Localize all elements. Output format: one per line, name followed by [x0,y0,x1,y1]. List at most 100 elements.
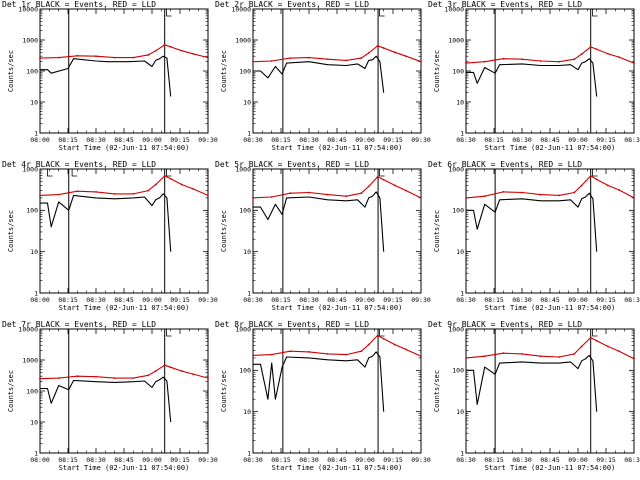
lld-data-point [180,183,183,186]
y-tick-label: 100 [26,387,38,395]
lld-data-point [589,45,592,48]
x-axis-label: Start Time (02-Jun-11 07:54:00) [272,304,403,312]
y-tick-label: 100 [26,67,38,75]
chart-panel-7: Det 7r BLACK = Events, RED = LLD 1 10 100 10… [0,320,218,480]
y-tick-label: 1 [460,289,464,297]
y-tick-label: 1000 [22,356,38,364]
x-tick-label: 09:15 [383,136,403,144]
lld-data-point [618,350,620,353]
chart-panel-8: Det 8r BLACK = Events, RED = LLD 1 10 100 10… [213,320,431,480]
lld-data-point [95,190,97,193]
chart-svg: Det 5r BLACK = Events, RED = LLD 1 10 100 10… [215,160,431,312]
x-tick-label: 08:00 [30,296,50,304]
chart-svg: Det 3r BLACK = Events, RED = LLD 1 10 100 10… [428,0,640,152]
x-tick-label: 08:30 [624,296,640,304]
lld-data-point [558,194,561,197]
lld-data-point [163,43,166,46]
lld-data-point [207,194,209,197]
lld-data-point [163,175,166,177]
x-axis-label: Start Time (02-Jun-11 07:54:00) [59,144,190,152]
flag-marker [71,169,78,177]
x-tick-label: 08:45 [114,456,134,464]
lld-series-line [465,175,635,199]
chart-title: Det 5r BLACK = Events, RED = LLD [215,160,369,169]
lld-data-point [95,375,97,378]
lld-series-line [252,176,422,199]
lld-data-point [289,57,292,60]
lld-data-point [76,375,79,378]
lld-data-point [289,192,292,195]
lld-data-point [270,353,273,356]
y-tick-label: 1 [34,129,38,137]
x-axis-label: Start Time (02-Jun-11 07:54:00) [485,464,616,472]
lld-data-point [147,54,150,56]
events-series-line [466,58,598,97]
x-tick-label: 08:30 [456,136,476,144]
y-tick-label: 10 [243,98,251,106]
lld-data-point [376,44,379,47]
x-tick-label: 08:30 [86,136,106,144]
x-tick-label: 08:45 [540,296,560,304]
lld-data-point [308,191,310,194]
lld-data-point [465,196,467,199]
lld-series-line [252,45,422,63]
x-tick-label: 08:30 [299,296,319,304]
lld-data-point [483,355,486,358]
lld-data-point [420,60,422,63]
chart-title: Det 1r BLACK = Events, RED = LLD [2,0,156,9]
plot-frame [39,8,209,134]
lld-data-point [618,189,620,191]
lld-data-point [360,192,363,195]
lld-series-line [465,337,635,360]
x-tick-label: 09:15 [383,456,403,464]
y-tick-label: 10 [456,98,464,106]
lld-data-point [521,191,523,194]
lld-data-point [169,177,172,180]
lld-series-line [39,175,209,196]
lld-data-point [573,58,576,61]
lld-data-point [483,60,486,63]
lld-data-point [539,60,542,62]
chart-title: Det 7r BLACK = Events, RED = LLD [2,320,156,329]
lld-data-point [360,350,363,353]
chart-title: Det 8r BLACK = Events, RED = LLD [215,320,369,329]
x-tick-label: 08:45 [114,136,134,144]
lld-data-point [132,56,135,59]
x-tick-label: 08:00 [30,136,50,144]
events-series-line [466,192,598,252]
lld-data-point [606,345,609,348]
x-tick-label: 08:15 [58,456,78,464]
lld-data-point [589,336,592,339]
y-tick-label: 10000 [18,5,38,13]
lld-data-point [57,377,60,380]
lld-data-point [393,51,396,54]
y-axis-label: Counts/sec [7,370,15,412]
chart-panel-4: Det 4r BLACK = Events, RED = LLD 1 10 100 10… [0,160,218,320]
lld-data-point [360,57,363,60]
y-tick-label: 1000 [235,36,251,44]
x-tick-label: 09:15 [596,136,616,144]
lld-data-point [326,352,329,355]
lld-data-point [113,56,116,59]
events-series-line [253,351,385,412]
x-tick-label: 09:00 [568,296,588,304]
lld-data-point [76,190,79,193]
x-tick-label: 08:15 [271,136,291,144]
lld-series-line [39,364,209,380]
y-tick-label: 1 [34,289,38,297]
lld-data-point [169,45,172,48]
y-tick-label: 10 [456,408,464,416]
lld-data-point [326,58,329,61]
lld-data-point [633,196,635,199]
lld-data-point [367,343,370,346]
lld-data-point [252,60,254,63]
flag-marker [592,169,598,177]
lld-data-point [270,196,273,198]
y-tick-label: 100 [239,67,251,75]
lld-data-point [573,191,576,194]
chart-title: Det 9r BLACK = Events, RED = LLD [428,320,582,329]
x-axis-label: Start Time (02-Jun-11 07:54:00) [485,144,616,152]
lld-data-point [539,193,542,196]
x-tick-label: 09:30 [411,296,431,304]
y-tick-label: 1 [460,449,464,457]
